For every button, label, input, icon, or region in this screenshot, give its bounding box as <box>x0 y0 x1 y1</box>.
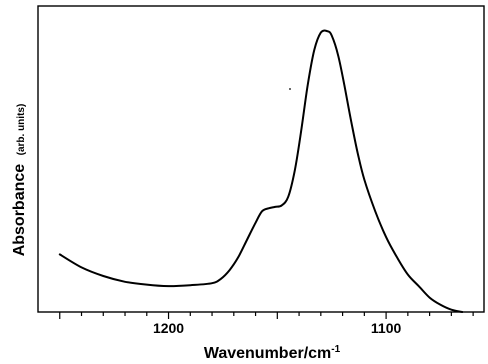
absorbance-series-line <box>58 29 464 313</box>
x-tick-label: 1100 <box>371 320 402 336</box>
x-tick-label: 1200 <box>153 320 184 336</box>
x-axis-title-text: Wavenumber/cm <box>204 345 331 362</box>
y-axis-units: (arb. units) <box>16 104 27 156</box>
y-axis-title: Absorbance (arb. units) <box>11 104 28 257</box>
plot-frame <box>37 5 485 313</box>
stray-dot <box>289 88 291 90</box>
x-axis-tick-labels: 1200 1100 <box>153 320 402 336</box>
y-axis-title-text: Absorbance <box>11 164 28 257</box>
x-axis-title-superscript: -1 <box>331 344 340 355</box>
x-axis-title: Wavenumber/cm-1 <box>204 344 341 362</box>
x-axis-ticks <box>59 312 474 319</box>
